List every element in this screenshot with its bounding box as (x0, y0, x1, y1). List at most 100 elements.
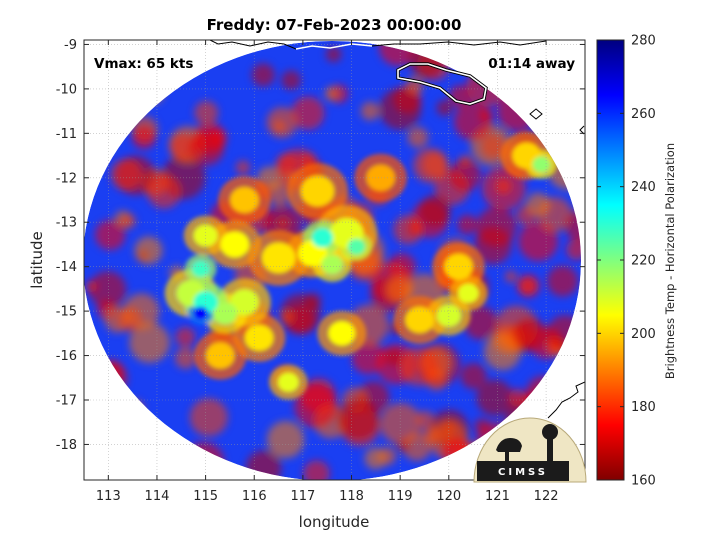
x-tick-label: 113 (96, 489, 121, 504)
y-tick-label: -14 (56, 260, 77, 275)
texture-blob (399, 347, 439, 386)
colorbar-tick-label: 240 (631, 180, 656, 195)
colorbar-label: Brightness Temp - Horizontal Polarizatio… (663, 143, 677, 379)
texture-blob (85, 280, 98, 293)
time-offset-annotation: 01:14 away (488, 56, 575, 72)
y-tick-label: -12 (56, 171, 77, 186)
logo-text: CIMSS (498, 467, 548, 478)
cold-feature (300, 175, 335, 207)
chart-title: Freddy: 07-Feb-2023 00:00:00 (207, 16, 462, 34)
logo-tower-icon (542, 424, 558, 440)
cold-feature (212, 302, 238, 325)
texture-blob (474, 226, 512, 265)
y-tick-label: -18 (56, 438, 77, 453)
x-tick-label: 119 (388, 489, 413, 504)
texture-blob (279, 309, 294, 324)
cold-feature (457, 283, 479, 304)
texture-blob (419, 194, 451, 227)
texture-blob (508, 388, 527, 408)
cold-feature (229, 288, 260, 316)
texture-blob (518, 221, 558, 262)
logo-tower-stand (547, 438, 553, 462)
texture-blob (251, 63, 275, 87)
coastlines (209, 40, 585, 419)
x-tick-label: 121 (485, 489, 510, 504)
y-tick-label: -10 (56, 82, 77, 97)
cimss-logo: CIMSS (473, 417, 587, 483)
texture-blob (483, 332, 522, 371)
texture-blob (324, 86, 339, 101)
cold-feature (193, 306, 208, 320)
cold-feature (366, 164, 396, 192)
texture-blob (235, 160, 251, 175)
colorbar-tick-label: 220 (631, 254, 656, 269)
texture-blob (174, 347, 197, 369)
y-tick-label: -13 (56, 216, 77, 231)
x-tick-label: 122 (534, 489, 559, 504)
texture-blob (294, 384, 338, 428)
colorbar-tick-label: 200 (631, 327, 656, 342)
cold-feature (436, 304, 461, 327)
cold-feature (443, 253, 474, 280)
y-axis-label: latitude (28, 231, 46, 289)
cold-feature (321, 254, 343, 275)
texture-blob (422, 151, 449, 178)
colorbar-ticks: 160 180 200 220 240 260 280 (597, 34, 656, 489)
coast-southeast (547, 381, 585, 419)
texture-blob (175, 327, 196, 347)
x-axis-label: longitude (299, 513, 370, 531)
colorbar-tick-label: 280 (631, 34, 656, 49)
texture-blob (407, 126, 429, 148)
cold-feature (532, 156, 550, 173)
colorbar-tick-label: 260 (631, 107, 656, 122)
cold-feature (229, 186, 260, 214)
x-tick-label: 114 (145, 489, 170, 504)
texture-blob (526, 192, 551, 217)
texture-blob (189, 130, 224, 166)
texture-blob (89, 271, 127, 309)
texture-blob (104, 306, 131, 333)
texture-blob (121, 214, 136, 229)
texture-blob (281, 70, 301, 90)
x-tick-label: 116 (242, 489, 267, 504)
y-tick-label: -9 (64, 38, 77, 53)
cold-feature (205, 342, 235, 369)
island-coast (397, 63, 487, 105)
colorbar-tick-label: 180 (631, 400, 656, 415)
texture-blob (512, 317, 547, 352)
texture-blob (416, 410, 434, 429)
vmax-annotation: Vmax: 65 kts (94, 56, 193, 72)
cold-feature (244, 324, 274, 352)
texture-blob (566, 239, 581, 261)
texture-blob (393, 215, 423, 245)
cold-feature (328, 320, 356, 346)
y-tick-label: -11 (56, 127, 77, 142)
texture-blob (364, 447, 387, 470)
texture-blob (129, 322, 170, 364)
texture-blob (565, 209, 581, 243)
logo-dish-icon (496, 438, 522, 452)
texture-blob (266, 420, 305, 459)
cold-feature (277, 372, 299, 393)
texture-blob (519, 277, 537, 295)
cold-feature (405, 306, 435, 334)
axis-ticks: 113 114 115 116 117 118 119 120 121 122 -9 -10 -11 -1… (56, 38, 585, 504)
texture-blob (337, 398, 379, 440)
colorbar (596, 39, 625, 481)
coast-east (579, 125, 585, 135)
cold-feature (311, 228, 333, 248)
texture-blob (457, 214, 478, 235)
texture-blob (303, 460, 330, 480)
texture-blob (280, 293, 321, 335)
coast-north-inside (295, 43, 373, 50)
texture-blob (454, 102, 492, 141)
texture-blob (360, 101, 380, 121)
logo-dish-stand (505, 451, 509, 463)
texture-blob (476, 379, 513, 416)
texture-blob (481, 166, 526, 210)
texture-blob (146, 174, 182, 209)
axes-frame (83, 39, 586, 481)
x-tick-label: 118 (339, 489, 364, 504)
texture-blob (110, 158, 143, 191)
